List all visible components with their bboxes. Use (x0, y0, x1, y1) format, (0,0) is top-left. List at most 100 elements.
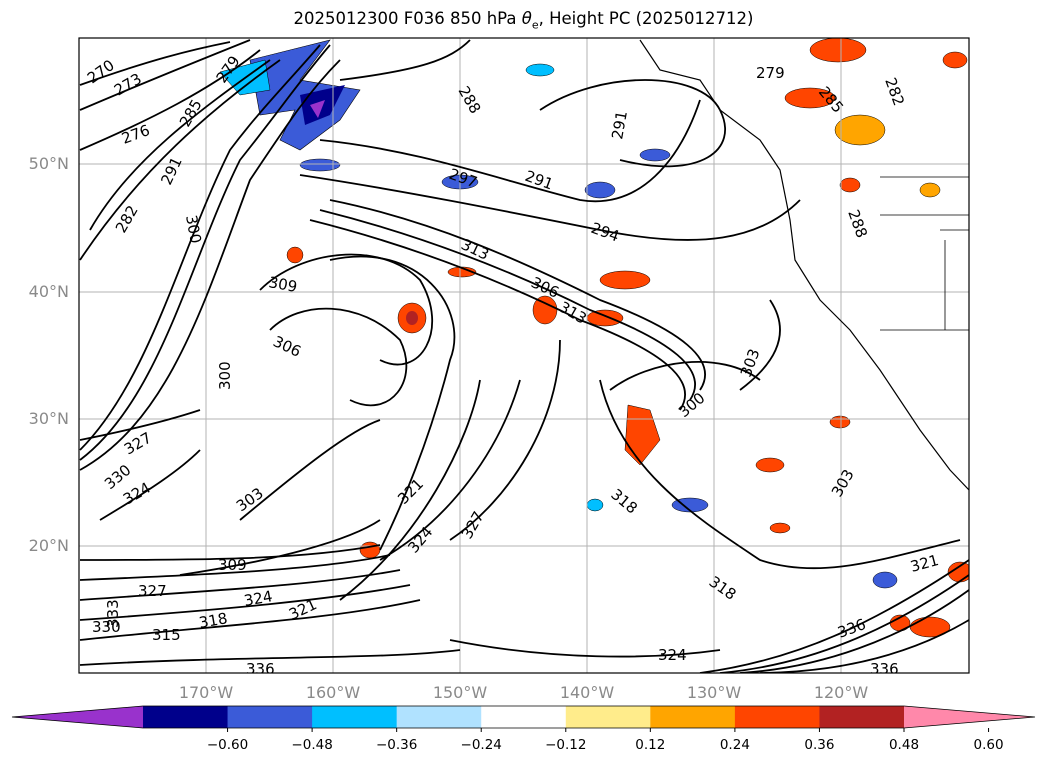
contour-label-330-south: 330 (92, 618, 121, 636)
colorbar-segment (312, 706, 398, 728)
contour-south-band-4 (79, 584, 411, 621)
contour-lower-west-1 (79, 59, 281, 261)
colorbar-segment (734, 706, 820, 728)
contour-288 (339, 39, 471, 81)
colorbar-tick-label: −0.48 (291, 737, 333, 753)
contour-327-w (79, 409, 201, 441)
lat-label-30n: 30°N (28, 409, 69, 428)
positive-anomaly-canada3 (834, 114, 886, 146)
contour-313-jet-2 (319, 209, 696, 401)
contour-label-315: 315 (152, 626, 181, 644)
contour-336-se (759, 619, 969, 673)
contour-324-mid (379, 379, 521, 561)
contour-309-s (179, 519, 381, 576)
contour-327-mid (449, 339, 561, 541)
colorbar-tick-label: 0.12 (635, 737, 666, 753)
contour-label-336: 336 (246, 660, 275, 678)
colorbar-segment (396, 706, 482, 728)
positive-anomaly-center-core (406, 311, 418, 325)
positive-anomaly-s2 (829, 415, 851, 429)
positive-anomaly-west (286, 246, 304, 264)
colorbar-tick-label: −0.36 (375, 737, 418, 753)
contour-318-sub (599, 379, 961, 570)
contour-313-jet-1 (329, 199, 706, 391)
positive-anomaly-east (839, 177, 861, 193)
negative-anomaly-north2 (299, 158, 341, 172)
contour-label-309-south: 309 (218, 556, 247, 574)
contour-294 (299, 174, 801, 241)
contour-arctic (539, 79, 726, 168)
contour-306-eddy (269, 307, 408, 407)
contour-282 (89, 59, 271, 231)
contour-324-w (99, 449, 201, 521)
contour-315 (79, 599, 421, 641)
title-theta-subscript: e (531, 18, 539, 32)
map-frame (78, 37, 970, 674)
colorbar (11, 705, 1036, 732)
lat-label-50n: 50°N (28, 154, 69, 173)
contour-label-327-south: 327 (138, 582, 167, 600)
positive-anomaly-ne3 (586, 309, 624, 327)
colorbar-extend-max (904, 706, 1035, 728)
contour-303-se (739, 299, 781, 391)
contour-south-band-3 (79, 569, 401, 601)
colorbar-tick-label: 0.60 (973, 737, 1004, 753)
negative-anomaly-gulf2 (584, 181, 616, 199)
colorbar-tick-label: 0.36 (804, 737, 835, 753)
negative-anomaly-gulf3 (639, 148, 671, 162)
negative-anomaly-sub3 (586, 498, 604, 512)
map-title: 2025012300 F036 850 hPa θe, Height PC (2… (0, 9, 1047, 31)
title-prefix: 2025012300 F036 850 hPa (293, 9, 522, 28)
contour-se-band-1 (699, 559, 969, 673)
contour-label-324-se: 324 (658, 646, 687, 664)
colorbar-tick-label: 0.48 (888, 737, 920, 753)
contour-276 (79, 49, 261, 151)
positive-anomaly-canada4 (942, 51, 968, 69)
lon-label-140w: 140°W (559, 683, 615, 702)
contour-label-300-west: 300 (182, 214, 205, 245)
colorbar-segment (481, 706, 567, 728)
positive-anomaly-sw (359, 541, 381, 559)
contour-270 (79, 41, 231, 86)
contour-309-eddy (259, 253, 434, 366)
theta-e-contours (79, 39, 969, 673)
north-america-coastline (639, 39, 969, 491)
contour-label-300-mid: 300 (216, 361, 234, 390)
positive-anomaly-east2 (919, 182, 941, 198)
contour-303-mid (239, 419, 381, 521)
contour-label-333: 333 (104, 599, 122, 628)
contour-306-jet (309, 219, 686, 411)
state-border-lines (880, 176, 969, 331)
lon-label-130w: 130°W (686, 683, 742, 702)
colorbar-segment (565, 706, 651, 728)
contour-336-sw (79, 649, 461, 666)
positive-anomaly-s1 (755, 457, 785, 473)
colorbar-tick-label: −0.60 (206, 737, 249, 753)
colorbar-tick-label: 0.24 (719, 737, 750, 753)
lat-label-40n: 40°N (28, 282, 69, 301)
contour-300-west (79, 59, 341, 471)
positive-anomaly-s3 (769, 522, 791, 534)
contour-label-279-east: 279 (756, 64, 785, 82)
map-contents: 270 273 276 279 279 282 282 285 285 288 … (79, 38, 969, 678)
colorbar-outline (11, 705, 1036, 729)
contour-se-band-2 (719, 574, 969, 673)
contour-291 (319, 99, 701, 203)
lon-label-120w: 120°W (813, 683, 869, 702)
title-suffix: , Height PC (2025012712) (538, 9, 754, 28)
contour-south-band-1 (79, 544, 381, 561)
colorbar-segment (227, 706, 313, 728)
colorbar-segment (819, 706, 905, 728)
colorbar-tick-label: −0.12 (545, 737, 587, 753)
contour-label-291-north: 291 (608, 109, 631, 140)
contour-300-sub (609, 360, 761, 391)
positive-anomaly-canada2 (784, 87, 836, 109)
contour-324-s (449, 639, 721, 658)
contour-south-band-2 (79, 554, 391, 581)
negative-anomaly-north (525, 63, 555, 77)
contour-label-309: 309 (267, 273, 298, 296)
lon-label-160w: 160°W (305, 683, 361, 702)
positive-anomaly-mid (447, 266, 477, 278)
negative-anomaly-sub2 (872, 571, 898, 589)
